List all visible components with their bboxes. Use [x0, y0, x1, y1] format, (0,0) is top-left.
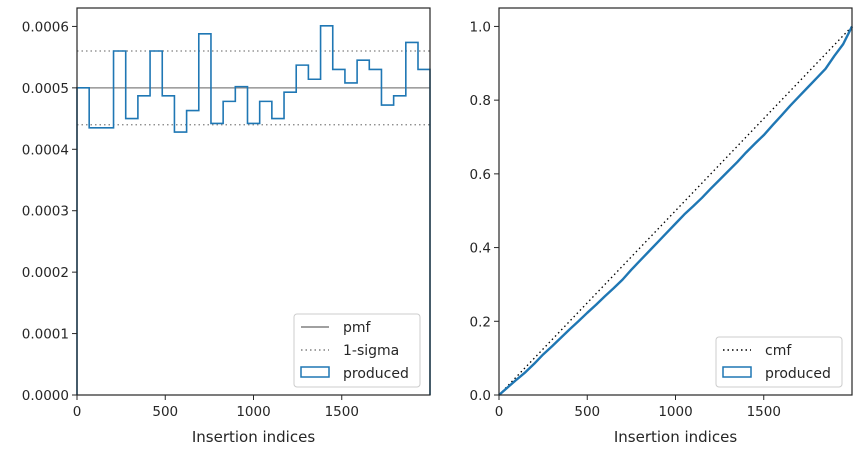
right-y-tick-label: 0.4	[470, 241, 491, 257]
left-x-tick-label: 1000	[236, 404, 270, 420]
right-x-tick-label: 500	[574, 404, 600, 420]
left-y-tick-label: 0.0001	[22, 327, 69, 343]
left-y-ticks: 0.0000 0.0001 0.0002 0.0003 0.0004 0.0005 0.00…	[22, 19, 77, 404]
right-x-ticks: 0 500 1000 1500	[495, 395, 781, 420]
left-y-tick-label: 0.0003	[22, 204, 69, 220]
left-panel: 0.0000 0.0001 0.0002 0.0003 0.0004 0.0005 0.00…	[22, 7, 431, 446]
legend-produced-label: produced	[343, 366, 409, 382]
left-x-tick-label: 1500	[325, 404, 359, 420]
left-plot-area	[76, 25, 431, 395]
right-legend-box	[715, 336, 843, 388]
legend-cmf-label: cmf	[765, 343, 792, 359]
right-x-tick-label: 0	[495, 404, 504, 420]
left-y-tick-label: 0.0000	[22, 388, 69, 404]
right-y-tick-label: 0.0	[470, 388, 491, 404]
left-y-tick-label: 0.0004	[22, 142, 69, 158]
right-panel: 0.0 0.2 0.4 0.6 0.8 1.0 0 500 1000 1500 Insertio…	[470, 7, 854, 446]
left-x-tick-label: 500	[152, 404, 178, 420]
left-x-tick-label: 0	[73, 404, 82, 420]
right-legend: cmf produced	[715, 336, 843, 388]
legend-produced-swatch	[722, 366, 752, 378]
legend-produced-swatch	[300, 366, 330, 378]
left-y-tick-label: 0.0006	[22, 19, 69, 35]
right-y-tick-label: 1.0	[470, 19, 491, 35]
right-x-axis-label: Insertion indices	[614, 428, 737, 446]
left-x-axis-label: Insertion indices	[192, 428, 315, 446]
left-x-ticks: 0 500 1000 1500	[73, 395, 359, 420]
right-x-tick-label: 1500	[747, 404, 781, 420]
produced-cumulative-line	[498, 25, 854, 396]
left-legend: pmf 1-sigma produced	[293, 313, 421, 388]
legend-1-sigma-label: 1-sigma	[343, 343, 399, 359]
produced-step-histogram	[76, 25, 431, 395]
legend-produced-label: produced	[765, 366, 831, 382]
left-legend-box	[293, 313, 421, 388]
legend-pmf-label: pmf	[343, 320, 372, 336]
right-x-tick-label: 1000	[658, 404, 692, 420]
left-y-tick-label: 0.0002	[22, 265, 69, 281]
right-y-tick-label: 0.6	[470, 167, 491, 183]
right-y-tick-label: 0.2	[470, 314, 491, 330]
left-y-tick-label: 0.0005	[22, 81, 69, 97]
right-plot-area	[498, 25, 854, 396]
right-y-tick-label: 0.8	[470, 93, 491, 109]
right-y-ticks: 0.0 0.2 0.4 0.6 0.8 1.0	[470, 19, 499, 404]
